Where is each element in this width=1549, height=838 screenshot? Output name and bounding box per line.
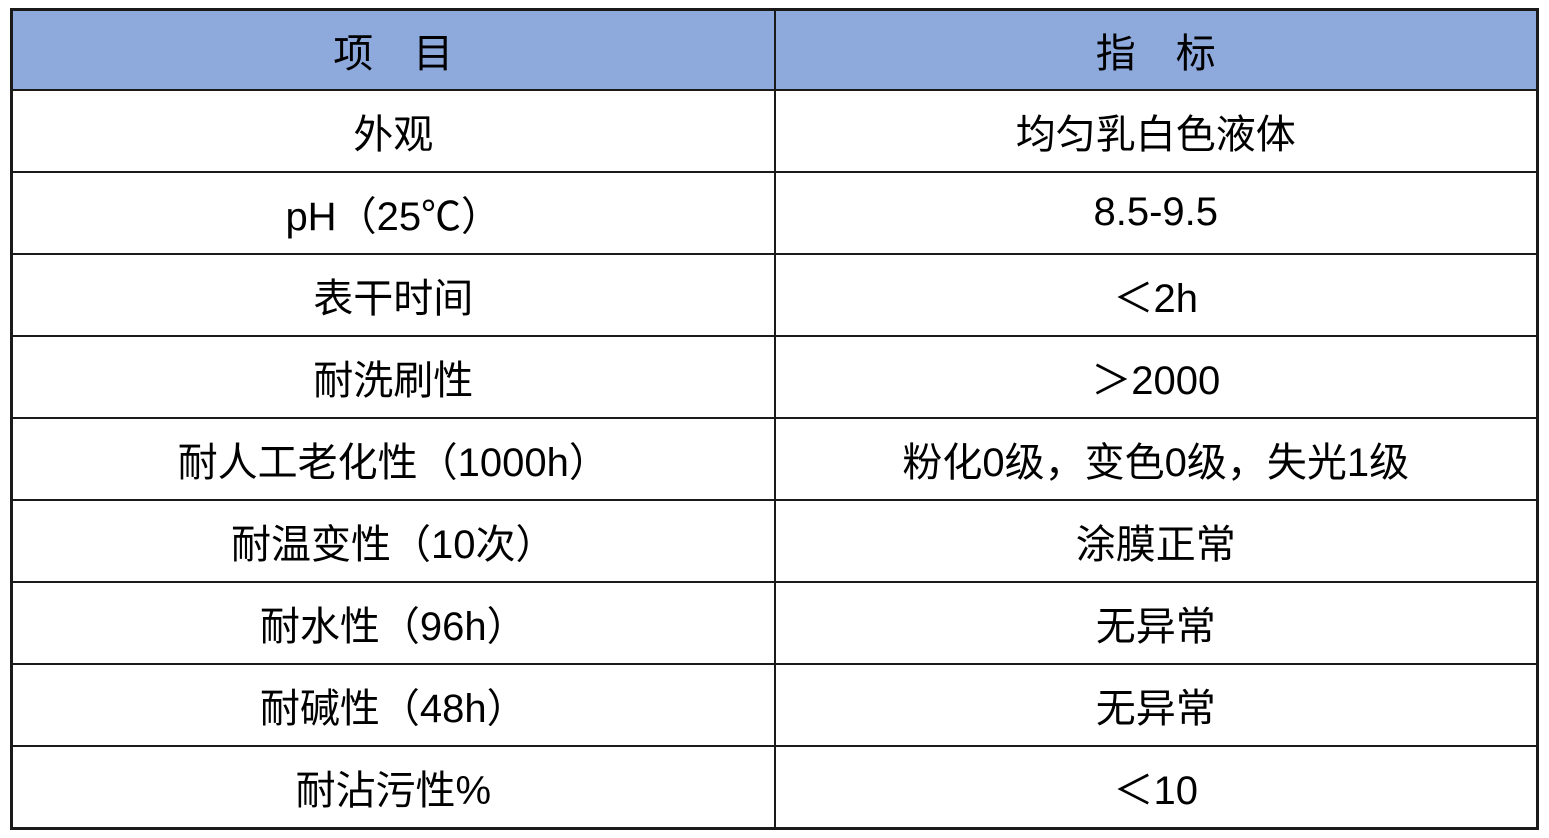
value-cell: ＜10 <box>773 744 1539 830</box>
item-cell: 耐水性（96h） <box>10 580 776 665</box>
value-cell: 无异常 <box>773 662 1539 747</box>
table-row: 耐温变性（10次） 涂膜正常 <box>10 498 1539 583</box>
table-row: 外观 均匀乳白色液体 <box>10 88 1539 173</box>
item-cell: 耐沾污性% <box>10 744 776 830</box>
table-row: 表干时间 ＜2h <box>10 252 1539 337</box>
value-cell: 涂膜正常 <box>773 498 1539 583</box>
table-row: 耐洗刷性 ＞2000 <box>10 334 1539 419</box>
value-cell: 8.5-9.5 <box>773 170 1539 255</box>
spec-table-header: 项 目 指 标 <box>10 8 1539 91</box>
header-row: 项 目 指 标 <box>10 8 1539 91</box>
item-cell: pH（25℃） <box>10 170 776 255</box>
header-cell-index: 指 标 <box>773 8 1539 91</box>
item-cell: 耐温变性（10次） <box>10 498 776 583</box>
table-row: 耐沾污性% ＜10 <box>10 744 1539 830</box>
item-cell: 耐碱性（48h） <box>10 662 776 747</box>
value-cell: ＜2h <box>773 252 1539 337</box>
table-row: 耐碱性（48h） 无异常 <box>10 662 1539 747</box>
item-cell: 表干时间 <box>10 252 776 337</box>
table-row: 耐水性（96h） 无异常 <box>10 580 1539 665</box>
spec-table-container: 项 目 指 标 外观 均匀乳白色液体 pH（25℃） 8.5-9.5 表干时间 … <box>10 8 1539 830</box>
header-cell-item: 项 目 <box>10 8 776 91</box>
spec-table: 项 目 指 标 外观 均匀乳白色液体 pH（25℃） 8.5-9.5 表干时间 … <box>10 8 1539 830</box>
spec-table-body: 外观 均匀乳白色液体 pH（25℃） 8.5-9.5 表干时间 ＜2h 耐洗刷性… <box>10 88 1539 830</box>
value-cell: 均匀乳白色液体 <box>773 88 1539 173</box>
value-cell: 无异常 <box>773 580 1539 665</box>
item-cell: 外观 <box>10 88 776 173</box>
table-row: 耐人工老化性（1000h） 粉化0级，变色0级，失光1级 <box>10 416 1539 501</box>
item-cell: 耐人工老化性（1000h） <box>10 416 776 501</box>
item-cell: 耐洗刷性 <box>10 334 776 419</box>
table-row: pH（25℃） 8.5-9.5 <box>10 170 1539 255</box>
value-cell: ＞2000 <box>773 334 1539 419</box>
value-cell: 粉化0级，变色0级，失光1级 <box>773 416 1539 501</box>
